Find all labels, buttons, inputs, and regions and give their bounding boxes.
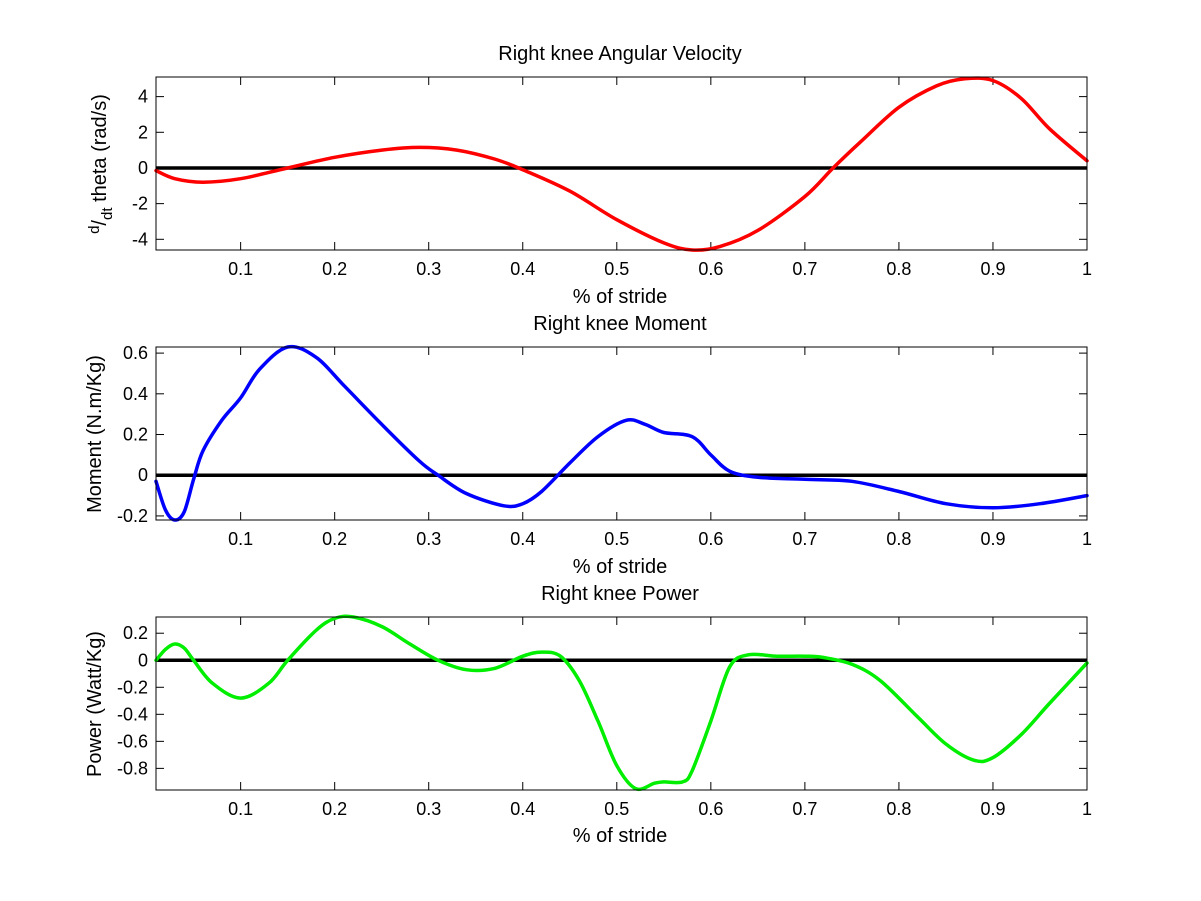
angular-velocity-y-label-dt: dt bbox=[99, 207, 116, 220]
moment-x-axis-label: % of stride bbox=[573, 556, 667, 578]
angular-velocity-y-tick-label: -2 bbox=[132, 194, 148, 214]
power-x-tick-label: 0.9 bbox=[980, 799, 1005, 819]
angular-velocity-x-tick-label: 0.2 bbox=[322, 259, 347, 279]
angular-velocity-x-tick-label: 0.3 bbox=[416, 259, 441, 279]
angular-velocity-panel: Right knee Angular Velocity 0.1 0.2 0.3 0.4… bbox=[86, 43, 1092, 308]
power-y-tick-label: -0.6 bbox=[117, 731, 148, 751]
power-y-tick-label: -0.4 bbox=[117, 704, 148, 724]
angular-velocity-x-tick-label: 1 bbox=[1082, 259, 1092, 279]
moment-x-tick-label: 0.5 bbox=[604, 529, 629, 549]
angular-velocity-axes-frame bbox=[155, 76, 1088, 251]
power-y-tick-label: -0.8 bbox=[117, 758, 148, 778]
power-x-tick-label: 0.7 bbox=[792, 799, 817, 819]
angular-velocity-x-tick-label: 0.7 bbox=[792, 259, 817, 279]
angular-velocity-x-tick-label: 0.9 bbox=[980, 259, 1005, 279]
power-ticks: 0.1 0.2 0.3 0.4 0.5 0.6 0.7 0.8 0.9 1 -0.8 -0.6 -0.4… bbox=[117, 617, 1092, 819]
moment-title: Right knee Moment bbox=[533, 313, 707, 335]
angular-velocity-x-tick-label: 0.6 bbox=[698, 259, 723, 279]
angular-velocity-y-label-slash: / bbox=[89, 220, 111, 226]
power-y-tick-label: 0.2 bbox=[123, 623, 148, 643]
angular-velocity-x-tick-label: 0.8 bbox=[886, 259, 911, 279]
moment-y-tick-label: 0.2 bbox=[123, 425, 148, 445]
angular-velocity-series-line bbox=[154, 76, 1089, 252]
moment-x-tick-label: 0.8 bbox=[886, 529, 911, 549]
angular-velocity-x-tick-label: 0.5 bbox=[604, 259, 629, 279]
power-x-tick-label: 1 bbox=[1082, 799, 1092, 819]
moment-y-axis-label: Moment (N.m/Kg) bbox=[84, 355, 106, 513]
angular-velocity-x-tick-label: 0.4 bbox=[510, 259, 535, 279]
power-x-tick-label: 0.2 bbox=[322, 799, 347, 819]
angular-velocity-y-label-rest: theta (rad/s) bbox=[89, 94, 111, 207]
moment-x-tick-label: 0.1 bbox=[228, 529, 253, 549]
power-series-line bbox=[154, 614, 1089, 792]
power-y-axis-label: Power (Watt/Kg) bbox=[84, 631, 106, 777]
moment-panel: Right knee Moment 0.1 0.2 0.3 0.4 0.5 0.6 0.7 0… bbox=[84, 313, 1092, 578]
moment-x-tick-label: 0.7 bbox=[792, 529, 817, 549]
moment-y-tick-label: 0.6 bbox=[123, 343, 148, 363]
power-y-tick-label: -0.2 bbox=[117, 677, 148, 697]
moment-x-tick-label: 1 bbox=[1082, 529, 1092, 549]
power-x-tick-label: 0.8 bbox=[886, 799, 911, 819]
moment-x-tick-label: 0.4 bbox=[510, 529, 535, 549]
moment-y-tick-label: -0.2 bbox=[117, 506, 148, 526]
moment-x-tick-label: 0.6 bbox=[698, 529, 723, 549]
angular-velocity-y-tick-label: -4 bbox=[132, 229, 148, 249]
power-title: Right knee Power bbox=[541, 583, 699, 605]
angular-velocity-y-label-d: d bbox=[86, 226, 103, 234]
power-panel: Right knee Power 0.1 0.2 0.3 0.4 0.5 0.6 0.7 0.… bbox=[84, 583, 1092, 847]
power-x-tick-label: 0.3 bbox=[416, 799, 441, 819]
moment-ticks: 0.1 0.2 0.3 0.4 0.5 0.6 0.7 0.8 0.9 1 -0.2 0 0.2 0.4 0… bbox=[117, 343, 1092, 549]
power-x-tick-label: 0.4 bbox=[510, 799, 535, 819]
power-x-tick-label: 0.6 bbox=[698, 799, 723, 819]
moment-y-tick-label: 0.4 bbox=[123, 384, 148, 404]
moment-x-tick-label: 0.2 bbox=[322, 529, 347, 549]
power-axes-frame bbox=[155, 616, 1088, 791]
moment-series-line bbox=[154, 344, 1089, 522]
moment-x-tick-label: 0.3 bbox=[416, 529, 441, 549]
angular-velocity-y-tick-label: 0 bbox=[138, 158, 148, 178]
power-y-tick-label: 0 bbox=[138, 650, 148, 670]
angular-velocity-y-axis-label: d/dt theta (rad/s) bbox=[86, 94, 116, 234]
moment-y-tick-label: 0 bbox=[138, 465, 148, 485]
angular-velocity-x-axis-label: % of stride bbox=[573, 286, 667, 308]
moment-x-tick-label: 0.9 bbox=[980, 529, 1005, 549]
power-x-tick-label: 0.5 bbox=[604, 799, 629, 819]
power-x-axis-label: % of stride bbox=[573, 825, 667, 847]
angular-velocity-y-tick-label: 2 bbox=[138, 122, 148, 142]
angular-velocity-y-tick-label: 4 bbox=[138, 87, 148, 107]
angular-velocity-title: Right knee Angular Velocity bbox=[498, 43, 742, 65]
moment-axes-frame bbox=[155, 346, 1088, 521]
power-x-tick-label: 0.1 bbox=[228, 799, 253, 819]
angular-velocity-x-tick-label: 0.1 bbox=[228, 259, 253, 279]
angular-velocity-ticks: 0.1 0.2 0.3 0.4 0.5 0.6 0.7 0.8 0.9 1 -4 -2 0 2 4 bbox=[132, 77, 1092, 279]
